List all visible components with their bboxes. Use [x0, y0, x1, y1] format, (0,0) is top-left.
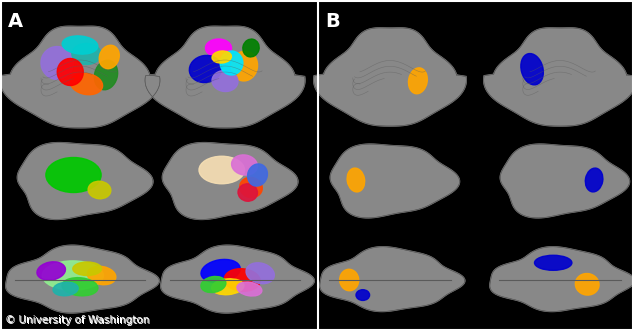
Ellipse shape [205, 39, 231, 57]
Text: B: B [325, 12, 340, 31]
Ellipse shape [231, 155, 257, 175]
Ellipse shape [246, 263, 275, 284]
Ellipse shape [70, 73, 103, 95]
Polygon shape [162, 143, 298, 219]
Ellipse shape [190, 55, 222, 83]
Polygon shape [484, 28, 634, 126]
Polygon shape [314, 28, 466, 126]
Ellipse shape [87, 266, 116, 285]
Ellipse shape [212, 51, 231, 63]
Ellipse shape [212, 279, 244, 295]
Ellipse shape [46, 158, 101, 193]
Ellipse shape [73, 262, 101, 275]
Ellipse shape [585, 168, 603, 192]
Ellipse shape [37, 262, 65, 280]
Ellipse shape [94, 60, 118, 90]
Ellipse shape [243, 39, 259, 57]
Ellipse shape [88, 181, 111, 199]
Ellipse shape [224, 269, 260, 291]
Polygon shape [320, 247, 465, 311]
Ellipse shape [57, 59, 83, 85]
Ellipse shape [199, 156, 245, 184]
Ellipse shape [575, 273, 599, 295]
Polygon shape [161, 245, 314, 313]
Text: A: A [8, 12, 23, 31]
Ellipse shape [238, 184, 257, 201]
Polygon shape [330, 144, 460, 218]
Ellipse shape [42, 261, 103, 290]
Ellipse shape [201, 276, 226, 293]
Polygon shape [145, 26, 305, 128]
Ellipse shape [240, 177, 262, 198]
Ellipse shape [62, 278, 98, 296]
Ellipse shape [220, 51, 243, 75]
Ellipse shape [534, 255, 572, 270]
Ellipse shape [212, 71, 238, 91]
Ellipse shape [72, 43, 101, 65]
Text: © University of Washington: © University of Washington [5, 315, 150, 325]
Ellipse shape [247, 164, 268, 186]
Ellipse shape [99, 45, 119, 69]
Ellipse shape [340, 269, 359, 291]
Polygon shape [490, 247, 634, 311]
Ellipse shape [347, 168, 365, 192]
Ellipse shape [62, 36, 98, 54]
Polygon shape [6, 245, 159, 313]
Polygon shape [17, 143, 153, 219]
Polygon shape [500, 144, 630, 218]
Ellipse shape [41, 47, 74, 79]
Ellipse shape [231, 51, 257, 81]
Ellipse shape [521, 54, 543, 85]
Ellipse shape [237, 282, 262, 296]
Ellipse shape [53, 282, 78, 296]
Ellipse shape [201, 260, 240, 283]
Polygon shape [0, 26, 160, 128]
Ellipse shape [356, 290, 370, 301]
Text: © University of Washington: © University of Washington [6, 316, 150, 326]
Ellipse shape [408, 68, 427, 94]
